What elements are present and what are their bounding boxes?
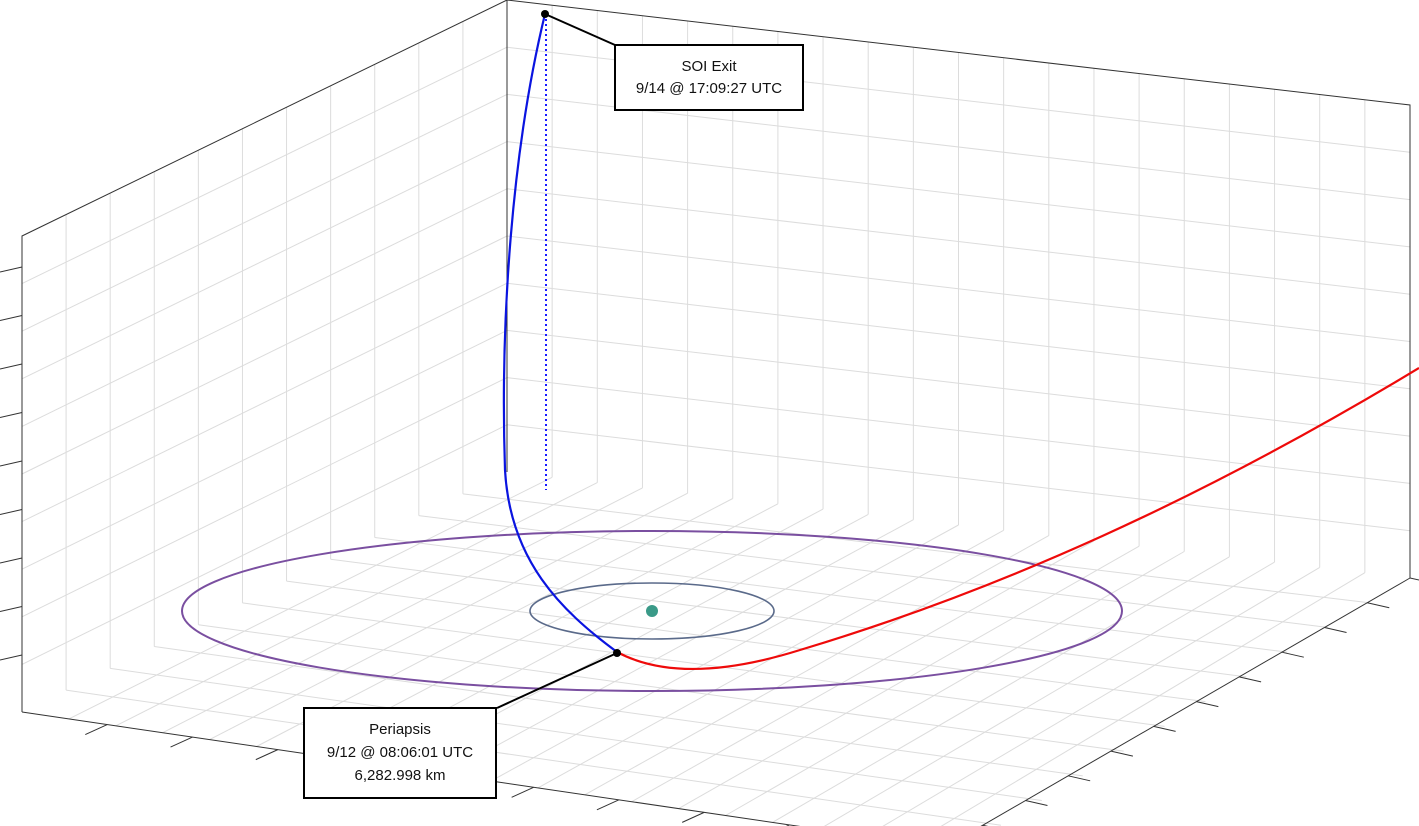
grid-line [506,377,1411,484]
tick-mark [170,736,193,748]
grid-line [506,329,1411,437]
tick-mark [0,509,23,515]
grid-line [506,93,1411,201]
callout-text: 6,282.998 km [355,767,446,784]
grid-line [882,566,1320,826]
grid-line [506,235,1411,342]
tick-mark [681,811,705,823]
tick-mark [0,654,23,661]
tick-mark [0,266,23,273]
grid-line [443,519,914,775]
grid-line [115,482,598,727]
grid-line [21,93,508,332]
tick-mark [1367,602,1390,609]
grid-line [490,524,959,782]
grid-line [506,141,1411,248]
grid-line [631,540,1095,803]
grid-line [286,580,1206,703]
right-wall-edge [506,0,1411,578]
grid-line [506,188,1411,295]
tick-mark [0,460,23,467]
grid-line [209,492,688,741]
tick-mark [1281,651,1304,658]
inner-orbit [529,582,775,640]
callout-text: 9/14 @ 17:09:27 UTC [636,80,782,97]
grid-line [21,235,508,475]
tick-mark [85,724,108,736]
left-wall-edge [21,0,508,712]
tick-mark [0,315,23,321]
tick-mark [596,799,620,811]
grid-line [21,377,508,618]
tick-mark [1196,701,1219,708]
grid-line [198,624,1124,752]
grid-line [584,535,1050,796]
grid-line [21,282,508,523]
grid-line [418,515,1329,628]
grid-line [68,476,553,720]
grid-line [725,551,1185,816]
grid-line [506,282,1411,390]
grid [21,5,1411,826]
grid-line [940,572,1366,826]
grid-line [154,646,1083,777]
grid-line [823,561,1275,826]
grid-line [21,424,508,665]
tick-mark [0,363,23,370]
tick-mark [1153,725,1176,732]
tick-mark [1110,750,1134,757]
grid-line [21,188,508,427]
tick-mark [0,557,23,564]
callout-text: 9/12 @ 08:06:01 UTC [327,744,473,761]
grid-line [162,487,643,734]
grid-line [21,141,508,380]
grid-line [21,46,508,285]
grid-line [330,558,1247,678]
grid-line [506,424,1411,532]
box-edges [21,0,1411,826]
callout-box [614,44,804,111]
arrival-trajectory [616,367,1419,671]
outer-orbit [181,530,1123,692]
grid-line [462,493,1370,604]
axis-ticks [0,266,1419,826]
tick-mark [1068,775,1091,782]
callout-line [544,13,616,46]
grid-line [256,498,733,747]
departure-trajectory [502,13,618,653]
tick-mark [1025,800,1048,807]
callout-line [496,652,618,709]
tick-mark [255,749,279,761]
tick-mark [0,412,23,418]
tick-mark [1324,626,1347,633]
grid-line [772,556,1230,823]
callout-text: Periapsis [369,721,431,738]
grid-line [21,329,508,570]
grid-line [242,602,1165,727]
grid-line [110,667,1042,802]
front-right-edge [980,577,1411,826]
tick-mark [1238,676,1262,683]
tick-mark [511,786,534,798]
callout-box [303,707,497,799]
grid-line [374,536,1288,653]
callout-text: SOI Exit [681,58,737,75]
grid-line [66,689,1001,826]
tick-mark [1409,577,1419,581]
central-body [646,605,658,617]
tick-mark [0,606,23,612]
